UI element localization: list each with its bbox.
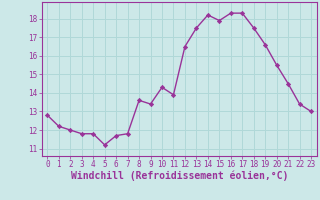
X-axis label: Windchill (Refroidissement éolien,°C): Windchill (Refroidissement éolien,°C) — [70, 171, 288, 181]
